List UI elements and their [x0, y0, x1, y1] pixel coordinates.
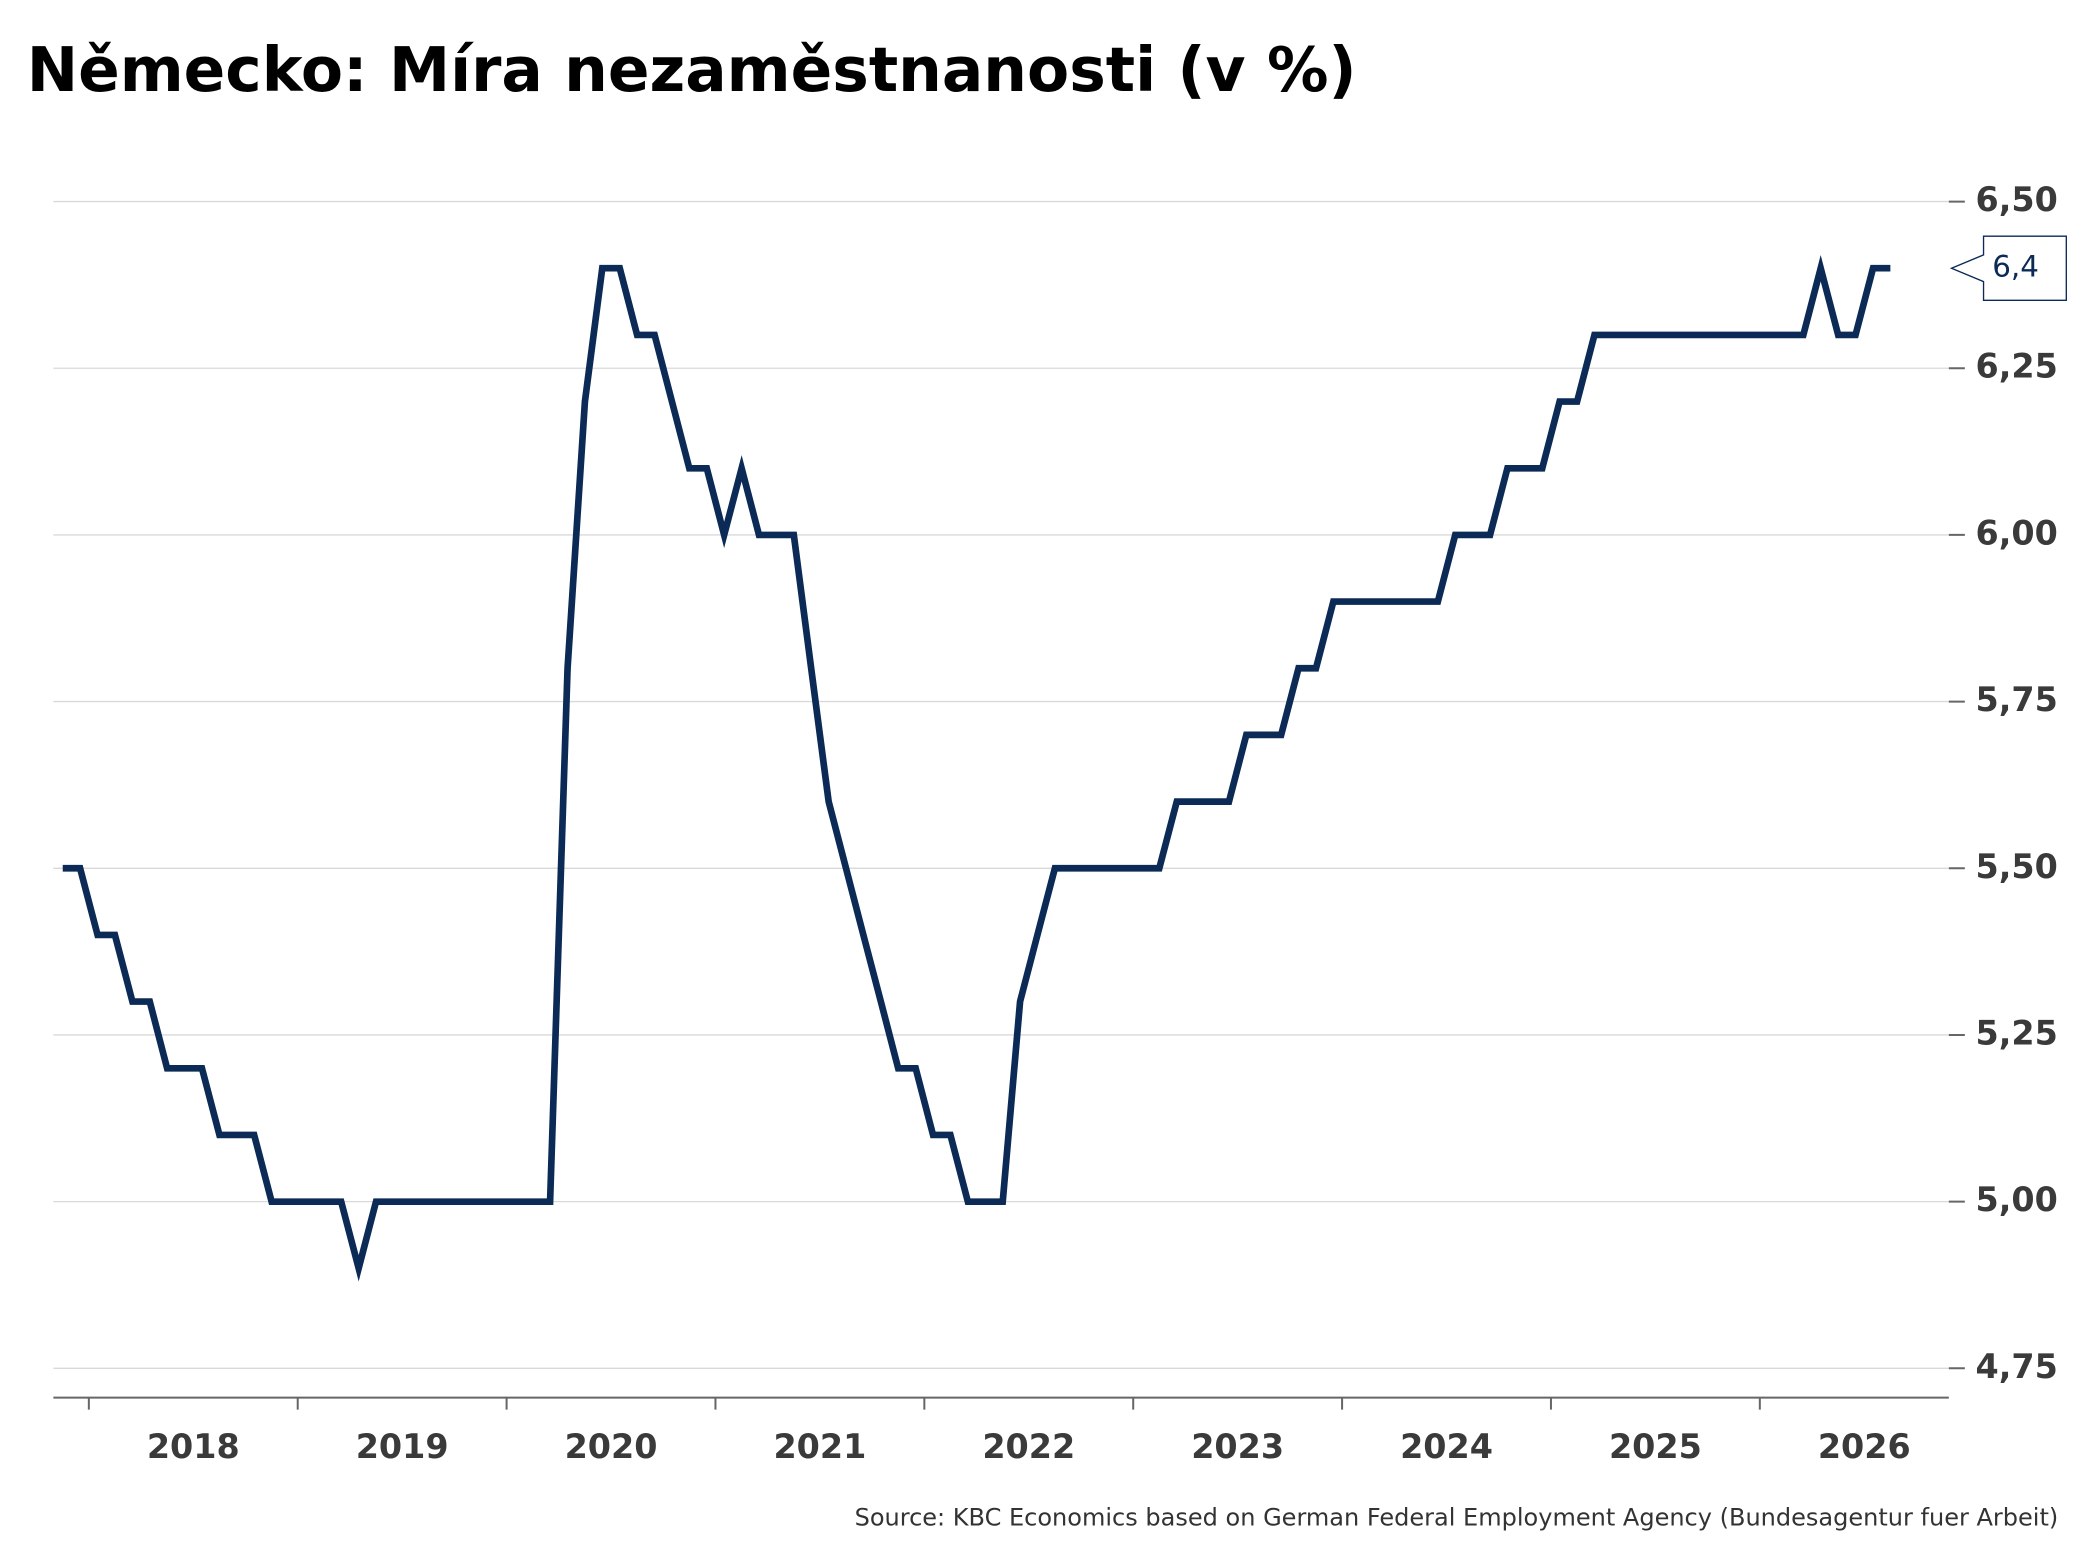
- x-tick-label: 2025: [1609, 1427, 1702, 1466]
- y-tick-label: 5,75: [1976, 680, 2058, 719]
- y-tick-label: 4,75: [1976, 1347, 2058, 1386]
- end-label: 6,4: [1992, 250, 2039, 284]
- x-tick-label: 2026: [1818, 1427, 1911, 1466]
- y-tick-label: 5,00: [1976, 1180, 2058, 1219]
- x-tick-label: 2024: [1400, 1427, 1493, 1466]
- x-tick-label: 2020: [565, 1427, 658, 1466]
- x-tick-label: 2021: [773, 1427, 866, 1466]
- y-tick-label: 6,00: [1976, 513, 2058, 552]
- y-tick-label: 5,25: [1976, 1013, 2058, 1052]
- y-tick-label: 6,50: [1976, 180, 2058, 219]
- x-tick-label: 2019: [356, 1427, 449, 1466]
- x-tick-label: 2018: [147, 1427, 240, 1466]
- line-series: [62, 255, 1891, 1282]
- end-label-box: [1949, 235, 2067, 301]
- y-tick-label: 5,50: [1976, 847, 2058, 886]
- x-tick-label: 2023: [1191, 1427, 1284, 1466]
- x-tick-label: 2022: [982, 1427, 1075, 1466]
- source: Source: KBC Economics based on German Fe…: [855, 1504, 2059, 1532]
- y-tick-label: 6,25: [1976, 347, 2058, 386]
- chart-title: Německo: Míra nezaměstnanosti (v %): [27, 35, 1357, 106]
